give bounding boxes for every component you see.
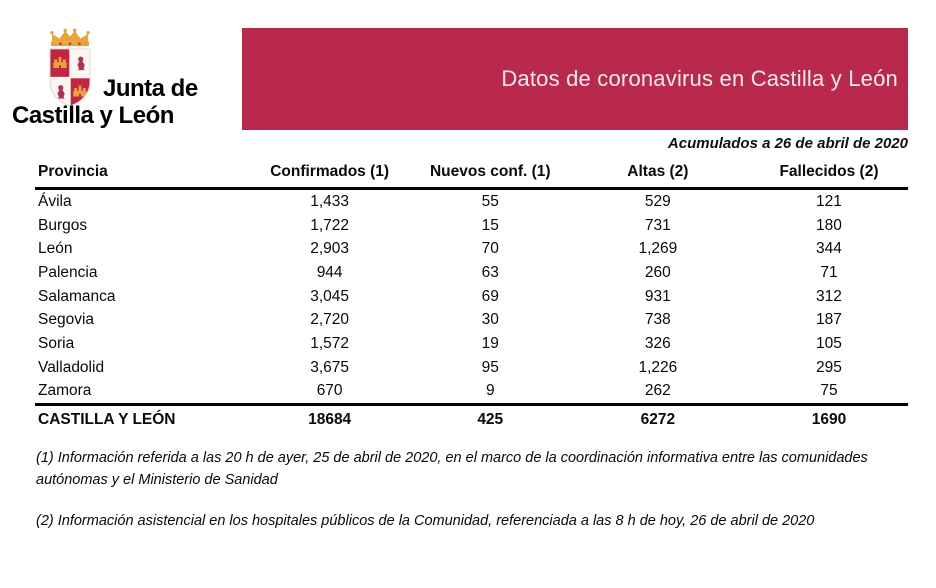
col-header-altas: Altas (2) bbox=[565, 160, 750, 190]
table-total-row: CASTILLA Y LEÓN 18684 425 6272 1690 bbox=[35, 403, 908, 435]
cell-altas: 738 bbox=[644, 311, 671, 329]
cell-confirmados: 2,903 bbox=[310, 240, 350, 258]
title-banner: Datos de coronavirus en Castilla y León bbox=[242, 28, 908, 130]
footnote-2: (2) Información asistencial en los hospi… bbox=[36, 513, 815, 529]
cell-nuevos: 30 bbox=[481, 311, 499, 329]
cell-provincia: Soria bbox=[38, 334, 75, 352]
col-header-confirmados: Confirmados (1) bbox=[244, 160, 415, 190]
total-fallecidos: 1690 bbox=[749, 403, 908, 435]
cell-confirmados: 670 bbox=[316, 382, 343, 400]
col-header-provincia: Provincia bbox=[35, 160, 245, 190]
cell-provincia: Burgos bbox=[38, 216, 88, 234]
cell-altas: 1,226 bbox=[638, 358, 678, 376]
cell-provincia: Salamanca bbox=[38, 287, 116, 305]
coat-of-arms-icon bbox=[49, 28, 91, 107]
cell-provincia: Zamora bbox=[38, 382, 92, 400]
cell-altas: 326 bbox=[644, 334, 671, 352]
table-row: Palencia 944 63 260 71 bbox=[35, 261, 908, 285]
cell-nuevos: 15 bbox=[481, 216, 499, 234]
junta-logo: Junta de Castilla y León bbox=[10, 28, 210, 130]
cell-nuevos: 70 bbox=[481, 240, 499, 258]
table-header-row: Provincia Confirmados (1) Nuevos conf. (… bbox=[35, 160, 908, 190]
cell-confirmados: 944 bbox=[316, 263, 343, 281]
cell-confirmados: 1,572 bbox=[310, 334, 350, 352]
cell-provincia: León bbox=[38, 240, 73, 258]
cell-fallecidos: 75 bbox=[820, 382, 838, 400]
cell-fallecidos: 344 bbox=[816, 240, 842, 258]
cell-fallecidos: 121 bbox=[816, 192, 842, 210]
cell-provincia: Valladolid bbox=[38, 358, 105, 376]
cell-altas: 529 bbox=[644, 192, 671, 210]
table-row: Burgos 1,722 15 731 180 bbox=[35, 214, 908, 238]
table-row: Segovia 2,720 30 738 187 bbox=[35, 308, 908, 332]
cell-nuevos: 19 bbox=[481, 334, 499, 352]
table-row: Zamora 670 9 262 75 bbox=[35, 380, 908, 405]
cell-altas: 1,269 bbox=[638, 240, 678, 258]
total-altas: 6272 bbox=[565, 403, 750, 435]
cell-nuevos: 55 bbox=[481, 192, 499, 210]
logo-text-line2: Castilla y León bbox=[12, 102, 174, 129]
col-header-fallecidos: Fallecidos (2) bbox=[749, 160, 908, 190]
cell-fallecidos: 295 bbox=[816, 358, 842, 376]
table-row: Salamanca 3,045 69 931 312 bbox=[35, 285, 908, 309]
cell-confirmados: 3,675 bbox=[310, 358, 350, 376]
cell-confirmados: 2,720 bbox=[310, 311, 350, 329]
cell-confirmados: 3,045 bbox=[310, 287, 350, 305]
cell-provincia: Ávila bbox=[38, 192, 72, 210]
total-label: CASTILLA Y LEÓN bbox=[35, 403, 245, 435]
cell-confirmados: 1,433 bbox=[310, 192, 350, 210]
total-nuevos: 425 bbox=[414, 403, 566, 435]
cell-altas: 731 bbox=[644, 216, 671, 234]
cell-fallecidos: 105 bbox=[816, 334, 842, 352]
cell-nuevos: 63 bbox=[481, 263, 499, 281]
cell-fallecidos: 312 bbox=[816, 287, 842, 305]
total-confirmados: 18684 bbox=[244, 403, 415, 435]
cell-provincia: Palencia bbox=[38, 263, 98, 281]
cell-nuevos: 95 bbox=[481, 358, 499, 376]
cell-fallecidos: 187 bbox=[816, 311, 842, 329]
logo-text-line1: Junta de bbox=[103, 75, 198, 102]
cell-provincia: Segovia bbox=[38, 311, 95, 329]
cell-nuevos: 9 bbox=[485, 382, 495, 400]
table-row: Soria 1,572 19 326 105 bbox=[35, 332, 908, 356]
cell-altas: 260 bbox=[644, 263, 671, 281]
cell-nuevos: 69 bbox=[481, 287, 499, 305]
cell-fallecidos: 71 bbox=[820, 263, 838, 281]
subtitle-date: Acumulados a 26 de abril de 2020 bbox=[667, 135, 908, 152]
col-header-nuevos: Nuevos conf. (1) bbox=[414, 160, 566, 190]
table-row: León 2,903 70 1,269 344 bbox=[35, 237, 908, 261]
cell-confirmados: 1,722 bbox=[310, 216, 350, 234]
cell-altas: 262 bbox=[644, 382, 671, 400]
footnote-1: (1) Información referida a las 20 h de a… bbox=[36, 450, 868, 488]
cell-altas: 931 bbox=[644, 287, 671, 305]
covid-data-table: Provincia Confirmados (1) Nuevos conf. (… bbox=[35, 160, 908, 435]
page-title: Datos de coronavirus en Castilla y León bbox=[501, 66, 898, 91]
table-row: Ávila 1,433 55 529 121 bbox=[35, 189, 908, 214]
table-row: Valladolid 3,675 95 1,226 295 bbox=[35, 356, 908, 380]
cell-fallecidos: 180 bbox=[816, 216, 842, 234]
